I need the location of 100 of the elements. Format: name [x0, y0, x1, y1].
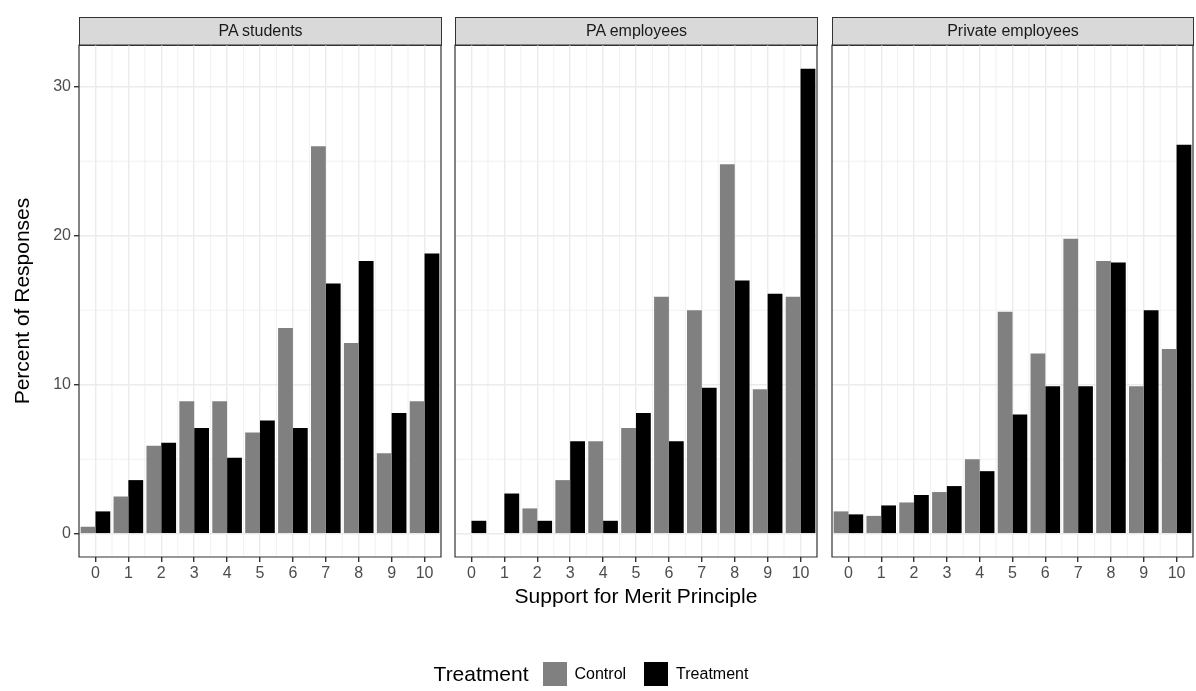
bar — [128, 480, 144, 534]
x-tick-label: 8 — [354, 564, 364, 582]
bar — [1143, 310, 1159, 534]
x-tick-label: 10 — [1167, 564, 1186, 582]
chart-title: PA employees — [455, 17, 818, 46]
x-tick-label: 9 — [1139, 564, 1149, 582]
bar — [636, 413, 651, 534]
x-tick-label: 1 — [499, 564, 509, 582]
bar — [113, 496, 129, 534]
x-tick-label: 8 — [730, 564, 740, 582]
y-tick-label: 20 — [53, 226, 72, 244]
bar — [1045, 386, 1061, 534]
bar — [866, 515, 882, 534]
bar — [964, 459, 980, 534]
bar — [785, 296, 801, 534]
x-axis-title: Support for Merit Principle — [513, 584, 759, 608]
x-tick-label: 1 — [123, 564, 133, 582]
x-tick-label: 7 — [697, 564, 707, 582]
x-tick-label: 3 — [565, 564, 575, 582]
bar — [621, 427, 636, 534]
bar — [588, 441, 604, 534]
x-tick-label: 9 — [387, 564, 397, 582]
chart-title: Private employees — [832, 17, 1194, 46]
x-tick-label: 1 — [876, 564, 886, 582]
bar — [1176, 144, 1192, 534]
legend-label: Treatment — [676, 665, 749, 683]
x-tick-label: 0 — [843, 564, 853, 582]
bar — [1063, 238, 1079, 534]
bar — [325, 283, 341, 534]
legend-label: Control — [574, 665, 627, 683]
x-tick-label: 0 — [467, 564, 476, 582]
x-tick-label: 4 — [975, 564, 985, 582]
bar — [1096, 261, 1111, 534]
bar — [555, 480, 571, 534]
bar — [848, 514, 864, 534]
bar — [278, 328, 293, 534]
x-tick-label: 4 — [222, 564, 232, 582]
bar — [752, 389, 768, 534]
bar — [570, 441, 585, 534]
bar — [668, 441, 684, 534]
bar — [1012, 414, 1028, 534]
x-tick-label: 5 — [255, 564, 265, 582]
bar — [899, 502, 915, 534]
x-tick-label: 6 — [664, 564, 674, 582]
bar — [734, 280, 750, 534]
bar — [292, 427, 308, 534]
bar — [800, 68, 816, 534]
bar — [833, 511, 849, 534]
chart-title: PA students — [79, 17, 442, 46]
bar — [654, 296, 669, 534]
bar — [1030, 353, 1046, 534]
bar — [1129, 386, 1144, 534]
bar — [212, 401, 228, 534]
bar — [701, 387, 717, 534]
y-tick-label: 0 — [62, 524, 72, 542]
bar — [914, 495, 929, 534]
x-tick-label: 10 — [415, 564, 434, 582]
x-tick-label: 6 — [288, 564, 298, 582]
x-tick-label: 10 — [791, 564, 810, 582]
bar — [1078, 386, 1093, 534]
bar — [179, 401, 195, 534]
bar — [343, 343, 359, 534]
bar — [997, 311, 1013, 534]
x-tick-label: 9 — [763, 564, 773, 582]
x-tick-label: 8 — [1106, 564, 1116, 582]
x-tick-label: 5 — [631, 564, 641, 582]
x-tick-label: 7 — [321, 564, 331, 582]
bar — [358, 261, 374, 534]
bar — [603, 520, 618, 534]
x-tick-label: 3 — [942, 564, 952, 582]
bar — [979, 471, 995, 534]
bar — [946, 486, 962, 534]
bar — [161, 442, 177, 534]
bar — [932, 492, 947, 534]
x-tick-label: 0 — [91, 564, 100, 582]
bar — [1161, 348, 1177, 534]
bar — [719, 164, 735, 534]
bar — [409, 401, 425, 534]
bar — [471, 520, 487, 534]
legend-title: Treatment — [433, 662, 529, 686]
x-tick-label: 2 — [532, 564, 542, 582]
bar — [245, 432, 260, 534]
bar — [95, 511, 111, 534]
y-axis-title: Percent of Responses — [9, 197, 34, 405]
bar — [504, 493, 520, 534]
bar — [376, 453, 392, 534]
bar — [881, 505, 896, 534]
bar — [687, 310, 702, 534]
bar — [1110, 262, 1126, 534]
x-tick-label: 4 — [598, 564, 608, 582]
bar — [767, 293, 783, 534]
x-tick-label: 7 — [1073, 564, 1083, 582]
x-tick-label: 6 — [1040, 564, 1050, 582]
bar — [227, 457, 242, 534]
bar — [260, 420, 275, 534]
bar — [146, 445, 162, 534]
bar — [522, 508, 538, 534]
x-tick-label: 2 — [156, 564, 166, 582]
bar — [311, 146, 326, 534]
x-tick-label: 3 — [189, 564, 199, 582]
